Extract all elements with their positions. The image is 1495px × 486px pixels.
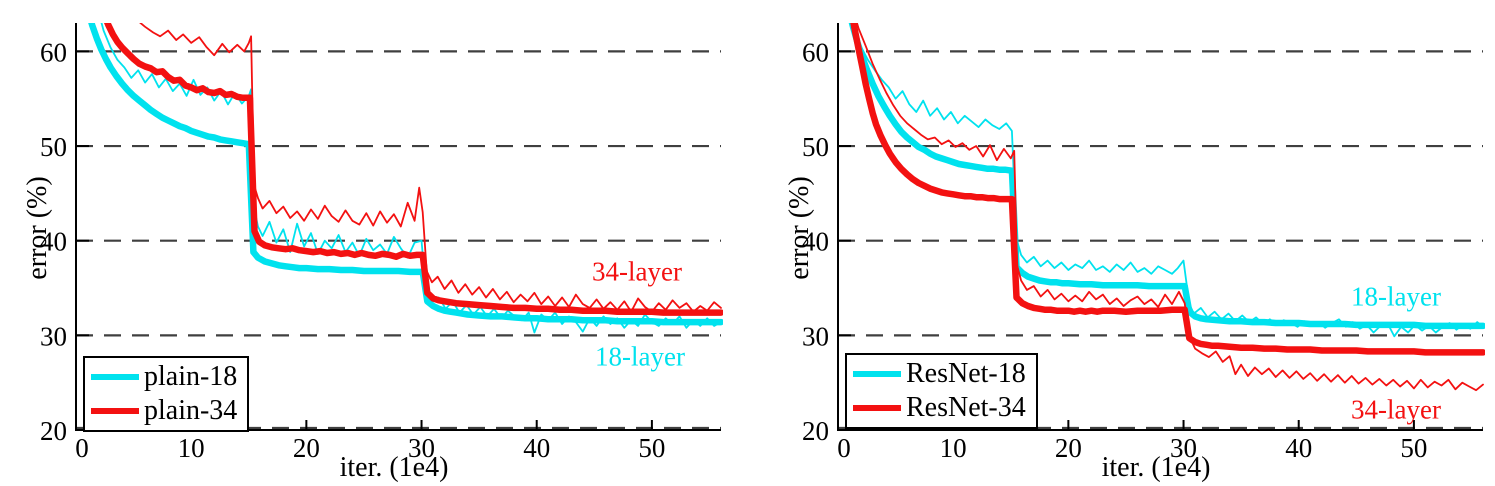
x-tick-label: 30 [1170, 433, 1197, 463]
y-tick-label: 30 [802, 321, 829, 351]
x-tick-label: 10 [940, 433, 967, 463]
x-tick-label: 50 [638, 433, 665, 463]
y-tick-label: 20 [802, 416, 829, 446]
y-tick-label: 40 [802, 227, 829, 257]
x-tick-label: 0 [837, 433, 851, 463]
annotation-34-layer-right: 34-layer [1351, 394, 1441, 425]
left-chart: 20 30 40 50 60 0 10 20 30 40 50 [40, 23, 723, 463]
legend-item: ResNet-18 [853, 357, 1026, 391]
x-tick-label: 50 [1400, 433, 1427, 463]
legend-right-chart: ResNet-18 ResNet-34 [845, 353, 1038, 429]
legend-label: plain-34 [144, 395, 238, 426]
x-tick-label: 40 [1285, 433, 1312, 463]
x-tick-label: 20 [1055, 433, 1082, 463]
curve-resnet-34-train [856, 23, 1484, 392]
curve-resnet-34-val [850, 23, 1485, 356]
y-tick-label: 50 [40, 132, 67, 162]
curve-resnet-18-train [851, 23, 1484, 338]
x-axis-title-right: iter. (1e4) [1101, 452, 1211, 483]
legend-label: ResNet-18 [906, 358, 1026, 389]
y-tick-label: 20 [40, 416, 67, 446]
curves-group [88, 23, 723, 334]
legend-label: plain-18 [144, 361, 238, 392]
annotation-34-layer-left: 34-layer [592, 256, 682, 287]
curve-resnet-18-val [848, 23, 1485, 330]
legend-item: ResNet-34 [853, 391, 1026, 425]
legend-line-sample-cyan [853, 371, 901, 377]
right-chart: 20 30 40 50 60 0 10 20 30 40 50 [802, 23, 1485, 463]
curves-group [848, 23, 1485, 392]
annotation-18-layer-right: 18-layer [1351, 281, 1441, 312]
x-axis-title-left: iter. (1e4) [339, 452, 449, 483]
x-tick-label: 20 [293, 433, 320, 463]
legend-label: ResNet-34 [906, 392, 1026, 423]
x-tick-label: 0 [75, 433, 89, 463]
legend-left-chart: plain-18 plain-34 [83, 356, 250, 432]
y-tick-label: 30 [40, 321, 67, 351]
legend-line-sample-cyan [91, 374, 139, 380]
x-tick-label: 40 [523, 433, 550, 463]
x-tick-label: 10 [178, 433, 205, 463]
annotation-18-layer-left: 18-layer [595, 341, 685, 372]
y-tick-label: 40 [40, 227, 67, 257]
x-tick-label: 30 [408, 433, 435, 463]
y-axis-title-left: error (%) [22, 176, 53, 280]
legend-item: plain-18 [91, 360, 237, 394]
curve-plain-34-train [139, 23, 722, 313]
y-tick-label: 50 [802, 132, 829, 162]
y-axis-title-right: error (%) [784, 176, 815, 280]
legend-item: plain-34 [91, 394, 237, 428]
curve-plain-34-val [104, 23, 723, 316]
y-tick-label: 60 [40, 37, 67, 67]
legend-line-sample-red [91, 408, 139, 414]
legend-line-sample-red [853, 405, 901, 411]
y-tick-label: 60 [802, 37, 829, 67]
curve-plain-18-val [88, 23, 723, 326]
